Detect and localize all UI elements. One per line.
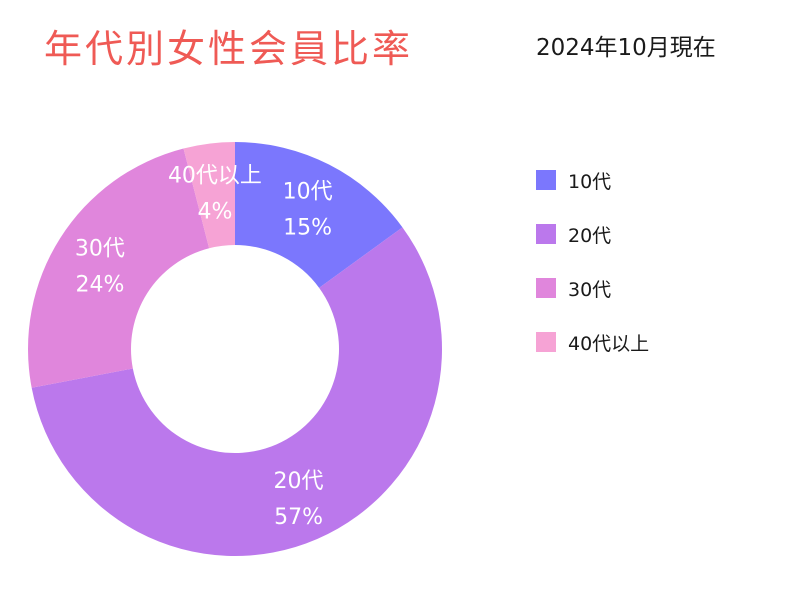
legend-item-30s: 30代 — [536, 275, 649, 301]
legend-swatch-30s — [536, 278, 556, 298]
as-of-date: 2024年10月現在 — [536, 35, 716, 61]
legend-swatch-10s — [536, 170, 556, 190]
legend-item-40s-plus: 40代以上 — [536, 329, 649, 355]
slice-category-label-10s: 10代 — [283, 179, 333, 204]
legend-swatch-40s-plus — [536, 332, 556, 352]
donut-slices — [27, 142, 443, 557]
slice-value-label-20s: 57% — [274, 505, 323, 530]
donut-slice-20s — [31, 227, 443, 557]
slice-category-label-40s-plus: 40代以上 — [168, 163, 262, 188]
slice-value-label-40s-plus: 4% — [197, 199, 232, 224]
donut-slice-10s — [235, 142, 403, 288]
donut-slice-labels: 10代 15% 20代 57% 30代 24% 40代以上 4% — [75, 163, 333, 530]
slice-value-label-30s: 24% — [75, 272, 124, 297]
chart-legend: 10代 20代 30代 40代以上 — [536, 167, 649, 383]
legend-label-20s: 20代 — [568, 224, 612, 247]
legend-label-30s: 30代 — [568, 278, 612, 301]
slice-value-label-10s: 15% — [283, 215, 332, 240]
donut-slice-30s — [27, 148, 210, 388]
legend-item-10s: 10代 — [536, 167, 649, 193]
donut-slice-40s-plus — [183, 142, 235, 249]
donut-chart: 10代 15% 20代 57% 30代 24% 40代以上 4% — [27, 142, 443, 557]
legend-item-20s: 20代 — [536, 221, 649, 247]
slice-category-label-20s: 20代 — [274, 469, 324, 494]
legend-swatch-20s — [536, 224, 556, 244]
slice-category-label-30s: 30代 — [75, 236, 125, 261]
legend-label-40s-plus: 40代以上 — [568, 332, 650, 355]
legend-label-10s: 10代 — [568, 170, 612, 193]
chart-title: 年代別女性会員比率 — [44, 27, 414, 71]
